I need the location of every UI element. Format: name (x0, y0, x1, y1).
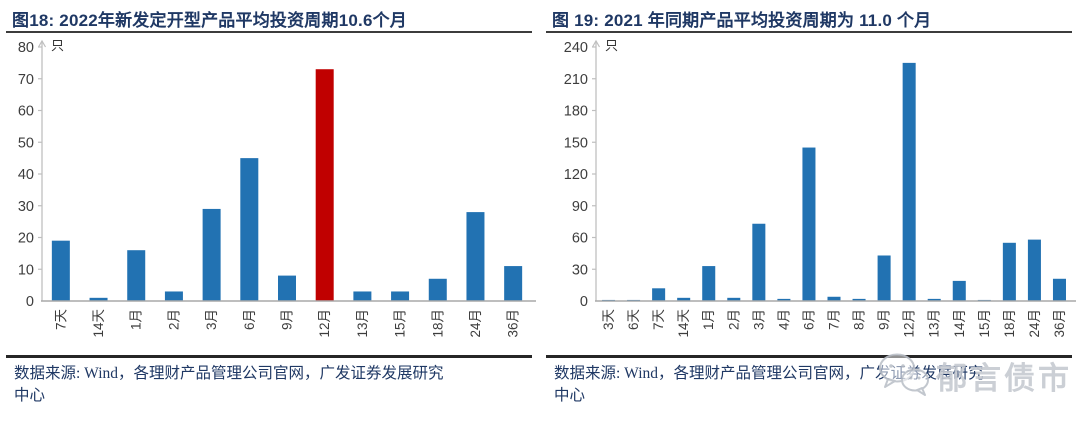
x-tick-label: 3月 (204, 309, 219, 330)
x-tick-label: 4月 (776, 309, 791, 330)
bar-36月 (1052, 278, 1066, 301)
x-tick-label: 15月 (393, 309, 408, 338)
x-tick-label: 3月 (751, 309, 766, 330)
source-text-line1: 数据来源: Wind，各理财产品管理公司官网，广发证券发展研究 (554, 365, 984, 382)
y-tick-label: 0 (26, 294, 34, 310)
y-axis-unit-label: 只 (605, 38, 618, 53)
x-tick-label: 9月 (877, 309, 892, 330)
x-tick-label: 1月 (701, 309, 716, 330)
bar-4月 (777, 298, 791, 301)
x-tick-label: 24月 (1027, 309, 1042, 338)
x-tick-label: 18月 (1002, 309, 1017, 338)
x-tick-label: 13月 (355, 309, 370, 338)
source-text-line1: 数据来源: Wind，各理财产品管理公司官网，广发证券发展研究 (14, 365, 444, 382)
bar-14月 (952, 280, 966, 301)
x-tick-label: 6月 (801, 309, 816, 330)
y-tick-label: 40 (18, 167, 34, 183)
x-tick-label: 12月 (902, 309, 917, 338)
figure-18-title: 图18: 2022年新发定开型产品平均投资周期10.6个月 (12, 11, 407, 30)
y-tick-label: 80 (18, 40, 34, 56)
bar-14天 (89, 297, 108, 301)
figure-18-source-note: 数据来源: Wind，各理财产品管理公司官网，广发证券发展研究 中心 (6, 355, 532, 408)
bar-7天 (51, 240, 70, 301)
bar-24月 (466, 212, 485, 301)
x-tick-label: 9月 (280, 309, 295, 330)
bar-15月 (391, 291, 410, 301)
bar-2月 (727, 297, 741, 301)
bar-18月 (1002, 242, 1016, 301)
bar-12月 (902, 62, 916, 301)
bar-36月 (504, 266, 523, 301)
bar-13月 (353, 291, 372, 301)
y-tick-label: 240 (564, 40, 588, 56)
figure-18-bar-chart: 只 0 10 20 30 40 50 60 70 80 7天 14天 1月 2月 3月 6月 9月 12月 13月 1… (18, 38, 536, 338)
y-tick-label: 20 (18, 231, 34, 247)
source-text-line2: 中心 (554, 387, 586, 405)
x-tick-label: 14天 (91, 309, 106, 338)
figure-19-panel: 图 19: 2021 年同期产品平均投资周期为 11.0 个月 只 0 30 60 90… (540, 0, 1080, 430)
y-axis-arrow (591, 39, 601, 48)
y-tick-label: 70 (18, 72, 34, 88)
y-tick-label: 50 (18, 135, 34, 151)
x-tick-label: 6月 (242, 309, 257, 330)
y-tick-label: 150 (564, 135, 588, 151)
x-tick-label: 2月 (166, 309, 181, 330)
figure-19-title: 图 19: 2021 年同期产品平均投资周期为 11.0 个月 (552, 11, 932, 30)
bar-3月 (752, 223, 766, 301)
y-tick-label: 60 (572, 231, 588, 247)
bar-8月 (852, 298, 866, 301)
x-tick-label: 7天 (651, 309, 666, 331)
x-tick-label: 15月 (977, 309, 992, 338)
bar-14天 (677, 297, 691, 301)
bar-9月 (278, 275, 296, 301)
y-tick-label: 180 (564, 104, 588, 120)
figure-19-title-bar: 图 19: 2021 年同期产品平均投资周期为 11.0 个月 (546, 0, 1072, 33)
bar-24月 (1027, 239, 1041, 301)
x-tick-label: 3天 (601, 309, 616, 331)
source-text-line2: 中心 (14, 387, 46, 405)
y-tick-label: 210 (564, 72, 588, 88)
x-tick-label: 13月 (927, 309, 942, 338)
x-tick-label: 36月 (1052, 309, 1067, 338)
bar-1月 (127, 250, 146, 301)
y-tick-label: 60 (18, 104, 34, 120)
y-tick-label: 30 (18, 199, 34, 215)
x-tick-label: 18月 (430, 309, 445, 338)
x-tick-label: 7月 (827, 309, 842, 330)
y-tick-label: 30 (572, 262, 588, 278)
bar-6月 (240, 158, 259, 301)
x-tick-label: 2月 (726, 309, 741, 330)
y-axis-unit-label: 只 (51, 38, 64, 53)
x-tick-label: 12月 (317, 309, 332, 338)
figure-18-title-bar: 图18: 2022年新发定开型产品平均投资周期10.6个月 (6, 0, 532, 33)
x-tick-label: 7天 (53, 309, 68, 331)
figure-19-source-note: 数据来源: Wind，各理财产品管理公司官网，广发证券发展研究 中心 (546, 355, 1072, 408)
bar-13月 (927, 298, 941, 301)
x-tick-label: 14天 (676, 309, 691, 338)
bar-18月 (428, 278, 447, 301)
bar-2月 (164, 291, 183, 301)
bar-3月 (202, 208, 221, 301)
figure-18-panel: 图18: 2022年新发定开型产品平均投资周期10.6个月 只 0 10 20 30 40… (6, 0, 536, 408)
x-tick-label: 36月 (506, 309, 521, 338)
y-tick-label: 10 (18, 262, 34, 278)
y-tick-label: 90 (572, 199, 588, 215)
figure-19-bar-chart: 只 0 30 60 90 120 150 180 210 240 3天 6天 7天 14天 1月 2月 3月 4月… (564, 38, 1076, 338)
bar-7天 (652, 288, 666, 301)
x-tick-label: 6天 (626, 309, 641, 331)
x-tick-label: 14月 (952, 309, 967, 338)
x-tick-label: 1月 (129, 309, 144, 330)
x-tick-label: 24月 (468, 309, 483, 338)
x-tick-label: 8月 (852, 309, 867, 330)
bar-7月 (827, 296, 841, 301)
bar-6月 (802, 147, 816, 301)
y-tick-label: 120 (564, 167, 588, 183)
bar-9月 (877, 255, 891, 301)
y-tick-label: 0 (580, 294, 588, 310)
y-axis-arrow (37, 39, 47, 48)
bar-12月 (315, 69, 334, 301)
bar-1月 (702, 266, 716, 301)
